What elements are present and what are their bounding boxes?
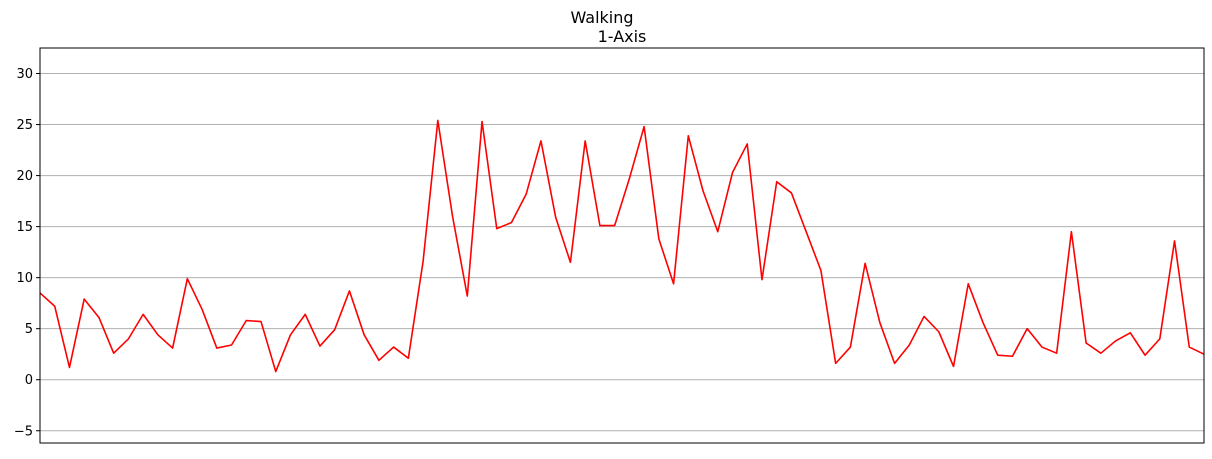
chart-subtitle: 1-Axis xyxy=(598,27,647,46)
y-tick-label: 0 xyxy=(25,373,33,388)
y-tick-label: 30 xyxy=(16,67,33,82)
y-tick-label: 25 xyxy=(16,118,33,133)
y-tick-label: 5 xyxy=(25,322,33,337)
y-tick-label: 10 xyxy=(16,271,33,286)
y-axis: −5 0 5 10 15 20 25 30 xyxy=(14,67,40,439)
series-line-1 xyxy=(39,119,1205,373)
y-tick-label: 20 xyxy=(16,169,33,184)
y-tick-label: 15 xyxy=(16,220,33,235)
series-layer xyxy=(39,119,1205,373)
chart-title: Walking xyxy=(570,8,633,27)
y-tick-label: −5 xyxy=(14,424,33,439)
y-gridlines xyxy=(40,73,1204,432)
plot-frame xyxy=(39,47,1205,444)
